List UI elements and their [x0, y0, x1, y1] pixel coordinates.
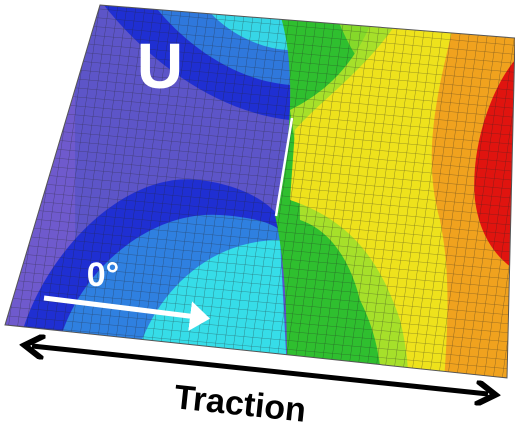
- angle-label: 0°: [87, 256, 120, 294]
- angle-arrow: [43, 295, 210, 332]
- traction-arrow: [32, 346, 488, 394]
- plate-outline: [4, 4, 515, 379]
- field-label: U: [137, 30, 183, 102]
- traction-label: Traction: [172, 378, 307, 428]
